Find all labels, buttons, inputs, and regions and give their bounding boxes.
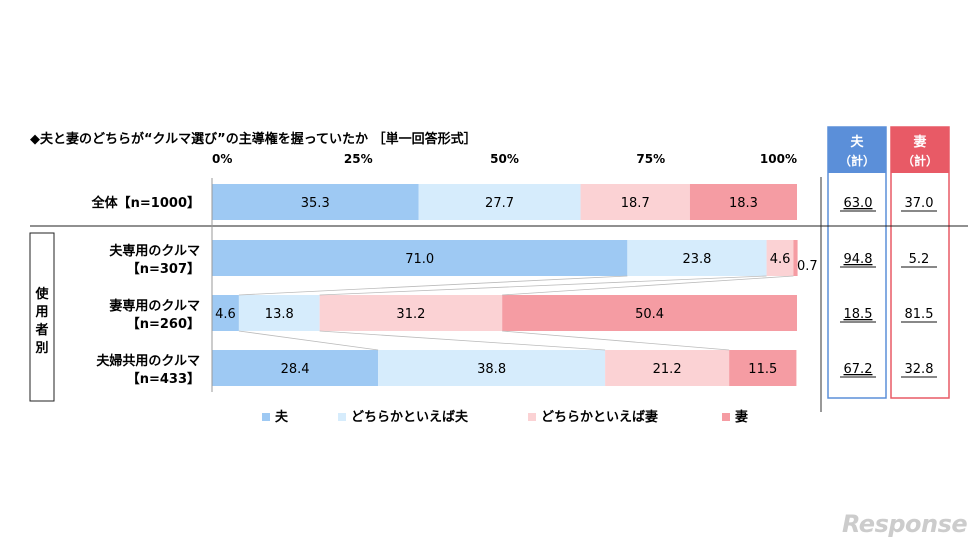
- row-label-sub: 【n=260】: [127, 316, 200, 332]
- bar-value-label: 28.4: [281, 362, 310, 377]
- bar-segment: [212, 240, 628, 276]
- bar-value-label: 13.8: [265, 307, 294, 322]
- husband-total-value: 94.8: [844, 252, 873, 267]
- group-label-char: 用: [34, 305, 48, 320]
- legend-swatch: [338, 413, 346, 421]
- row-label: 夫婦共用のクルマ: [96, 353, 200, 369]
- bar-segment: [212, 350, 379, 386]
- legend-swatch: [528, 413, 536, 421]
- bar-segment: [766, 240, 794, 276]
- chart-title: ◆夫と妻のどちらが“クルマ選び”の主導権を握っていたか ［単一回答形式］: [30, 131, 477, 147]
- row-label: 夫専用のクルマ: [109, 243, 200, 259]
- connector-line: [238, 330, 379, 351]
- group-label-box: [29, 232, 55, 402]
- row-label: 妻専用のクルマ: [109, 298, 200, 314]
- legend-label: どちらかといえば夫: [351, 409, 469, 425]
- bar-value-label: 4.6: [770, 252, 791, 267]
- bar-segment: [502, 295, 797, 331]
- bar-value-label: 4.6: [215, 307, 236, 322]
- bar-segment: [627, 240, 767, 276]
- husband-total-value: 67.2: [844, 362, 873, 377]
- group-label-char: 別: [34, 341, 48, 356]
- bar-value-label: 0.7: [797, 259, 818, 274]
- group-label-char: 者: [34, 322, 48, 338]
- bar-value-label: 31.2: [396, 307, 425, 322]
- bar-segment: [378, 350, 606, 386]
- wife-total-value: 5.2: [909, 252, 930, 267]
- connector-line: [502, 330, 730, 351]
- bar-value-label: 18.7: [621, 196, 650, 211]
- bar-value-label: 38.8: [477, 362, 506, 377]
- bar-value-label: 21.2: [653, 362, 682, 377]
- husband-total-header-bg: [828, 127, 886, 173]
- bar-segment: [418, 184, 581, 220]
- legend-swatch: [262, 413, 270, 421]
- row-label-sub: 【n=307】: [127, 261, 200, 277]
- row-label: 全体【n=1000】: [91, 195, 200, 211]
- husband-total-value: 63.0: [844, 196, 873, 211]
- bar-segment: [580, 184, 690, 220]
- x-tick-label: 50%: [490, 152, 519, 166]
- connector-line: [502, 275, 794, 296]
- bar-segment: [793, 240, 798, 276]
- bar-segment: [212, 184, 419, 220]
- bar-value-label: 50.4: [635, 307, 664, 322]
- x-tick-label: 0%: [212, 152, 232, 166]
- wife-total-header-sub: （計）: [902, 153, 938, 168]
- bar-segment: [729, 350, 797, 386]
- connector-line: [238, 275, 628, 296]
- legend-label: 妻: [735, 409, 748, 425]
- wife-total-value: 81.5: [905, 307, 934, 322]
- x-tick-label: 25%: [344, 152, 373, 166]
- husband-total-value: 18.5: [844, 307, 873, 322]
- bar-segment: [212, 295, 239, 331]
- x-tick-label: 75%: [636, 152, 665, 166]
- legend-swatch: [722, 413, 730, 421]
- bar-value-label: 71.0: [405, 252, 434, 267]
- wife-total-value: 37.0: [905, 196, 934, 211]
- bar-segment: [319, 295, 503, 331]
- legend-label: 夫: [275, 409, 289, 425]
- response-watermark: Response.: [842, 510, 968, 538]
- bar-value-label: 23.8: [682, 252, 711, 267]
- x-tick-label: 100%: [760, 152, 797, 166]
- row-label-sub: 【n=433】: [127, 371, 200, 387]
- group-label-char: 使: [34, 286, 49, 302]
- bar-value-label: 11.5: [748, 362, 777, 377]
- bar-value-label: 27.7: [485, 196, 514, 211]
- wife-total-header: 妻: [913, 134, 926, 150]
- wife-total-value: 32.8: [905, 362, 934, 377]
- bar-segment: [605, 350, 730, 386]
- bar-segment: [689, 184, 797, 220]
- bar-segment: [238, 295, 320, 331]
- husband-total-header-sub: （計）: [839, 153, 875, 168]
- bar-value-label: 18.3: [729, 196, 758, 211]
- bar-value-label: 35.3: [301, 196, 330, 211]
- wife-total-header-bg: [891, 127, 949, 173]
- husband-total-header: 夫: [850, 134, 864, 150]
- connector-line: [319, 275, 767, 296]
- legend-label: どちらかといえば妻: [541, 409, 658, 425]
- connector-line: [319, 330, 606, 351]
